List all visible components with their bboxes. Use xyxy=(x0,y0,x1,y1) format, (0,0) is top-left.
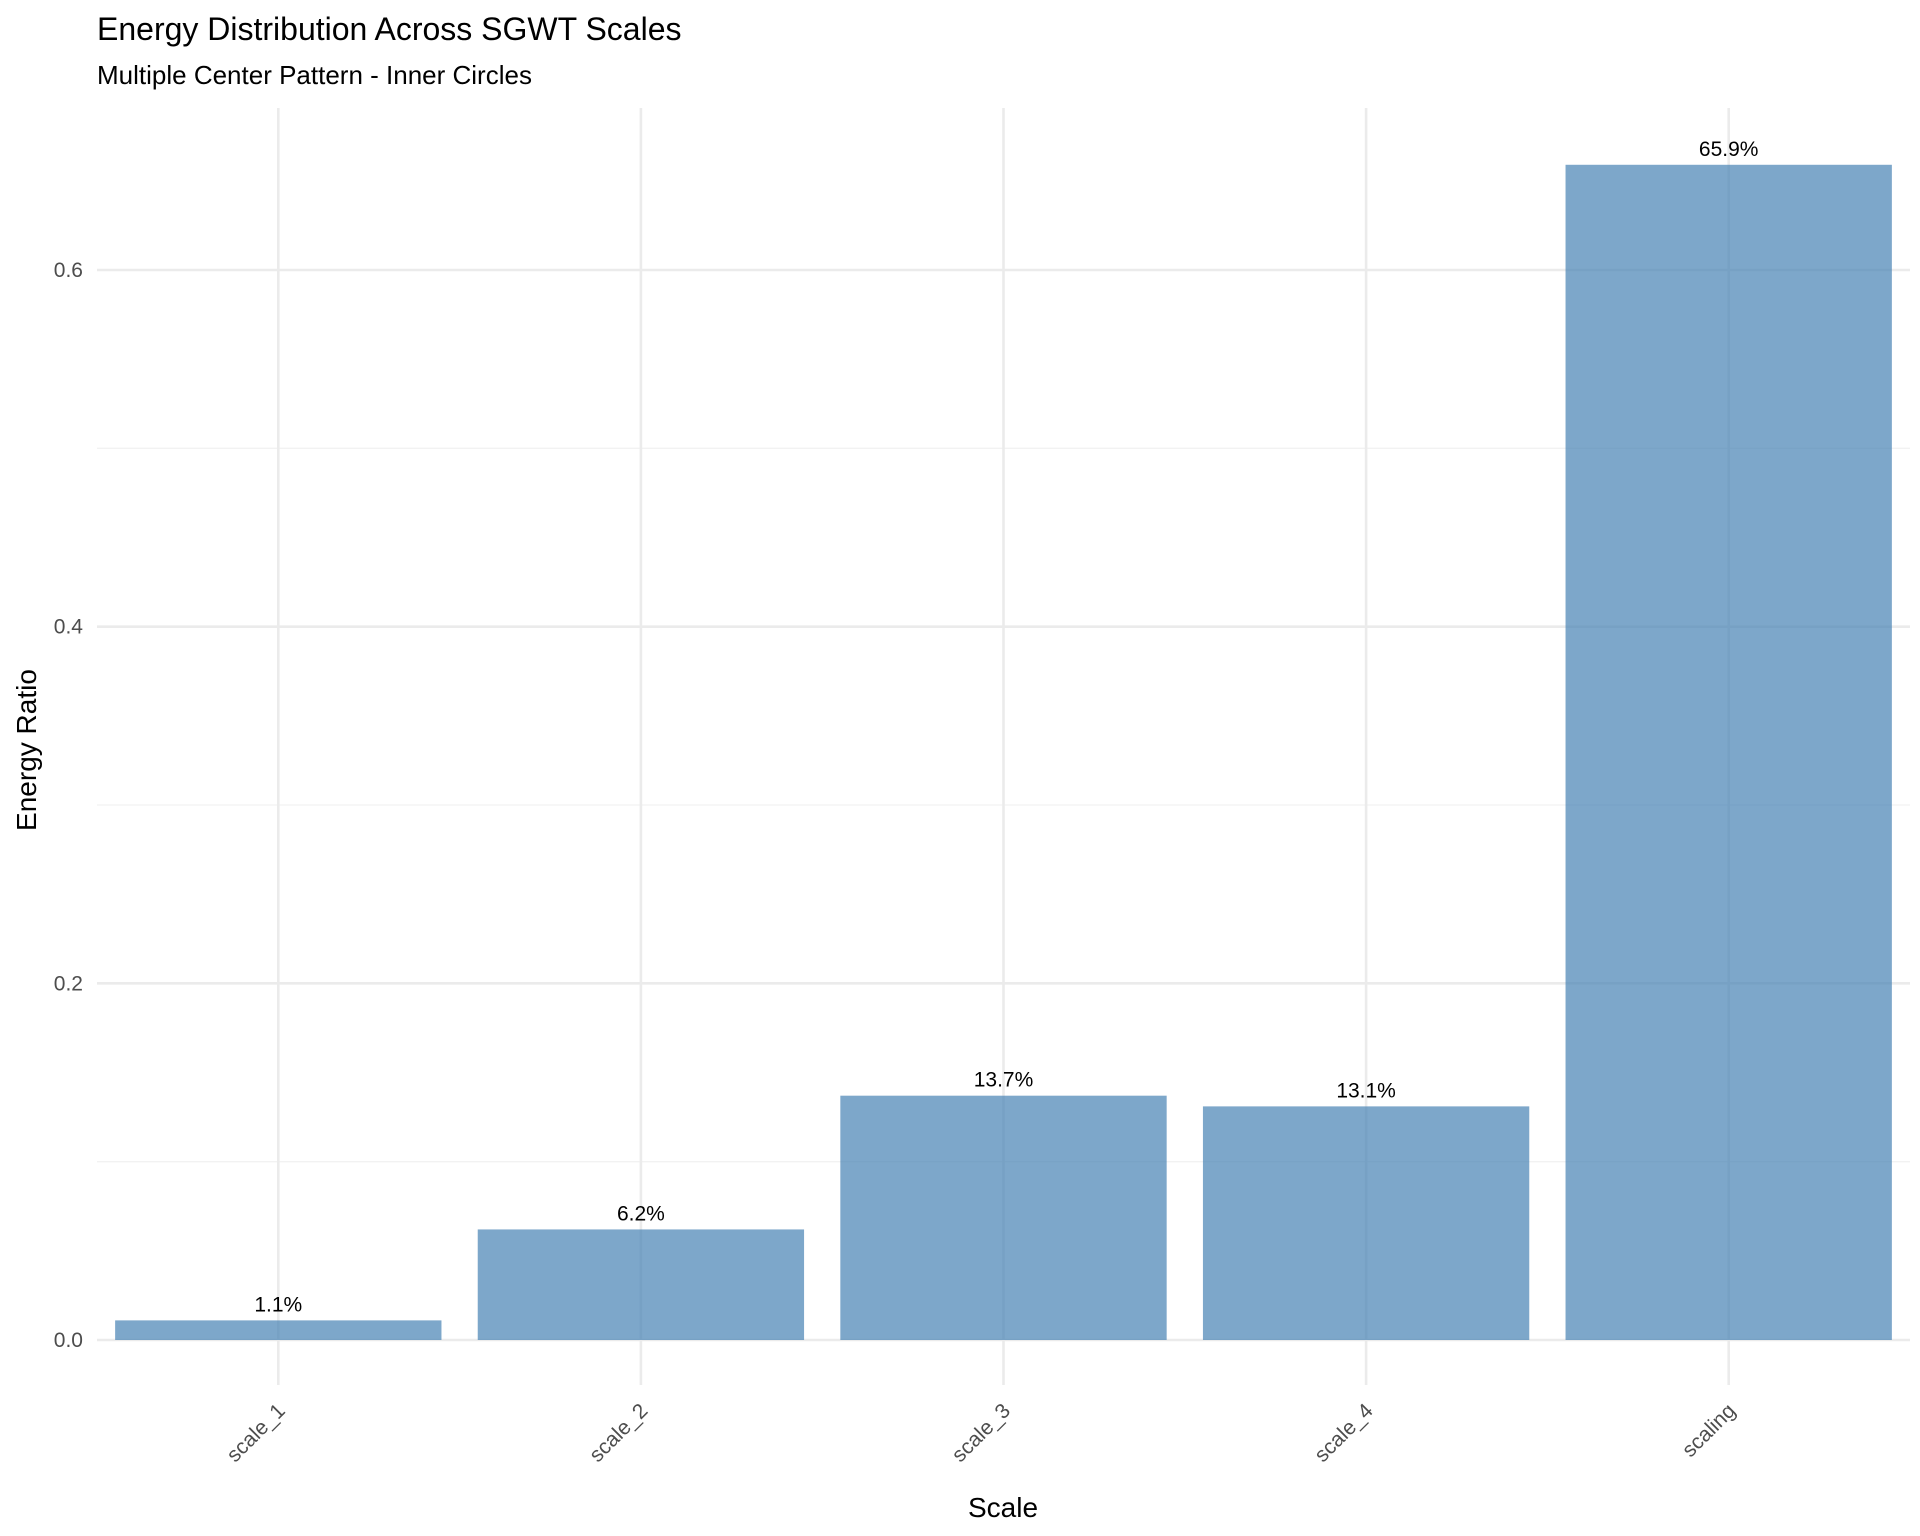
x-axis-title: Scale xyxy=(968,1492,1038,1523)
x-tick-label-scaling: scaling xyxy=(1678,1399,1740,1461)
data-label-scale_3: 13.7% xyxy=(974,1069,1034,1092)
x-tick-label-scale_2: scale_2 xyxy=(585,1399,652,1466)
data-labels: 1.1% 6.2% 13.7% 13.1% 65.9% xyxy=(254,138,1758,1317)
x-tick-label-scale_4: scale_4 xyxy=(1310,1399,1378,1467)
data-label-scaling: 65.9% xyxy=(1699,138,1759,161)
y-tick-label: 0.4 xyxy=(54,616,84,639)
bar-scale_3 xyxy=(840,1095,1167,1340)
y-tick-label: 0.2 xyxy=(54,972,83,995)
x-tick-label-scale_1: scale_1 xyxy=(222,1399,289,1466)
y-axis-ticks: 0.0 0.2 0.4 0.6 xyxy=(54,259,84,1352)
bar-scale_4 xyxy=(1202,1106,1530,1340)
chart-subtitle: Multiple Center Pattern - Inner Circles xyxy=(97,60,532,90)
bar-scale_1 xyxy=(115,1320,442,1340)
chart-title: Energy Distribution Across SGWT Scales xyxy=(97,11,682,47)
x-axis-ticks: scale_1 scale_2 scale_3 scale_4 scaling xyxy=(222,1399,1740,1467)
bars xyxy=(115,164,1892,1341)
x-tick-label-scale_3: scale_3 xyxy=(948,1399,1015,1466)
y-tick-label: 0.6 xyxy=(54,259,83,282)
data-label-scale_1: 1.1% xyxy=(254,1293,302,1316)
data-label-scale_4: 13.1% xyxy=(1336,1079,1396,1102)
y-tick-label: 0.0 xyxy=(54,1329,83,1352)
data-label-scale_2: 6.2% xyxy=(617,1202,665,1225)
bar-scaling xyxy=(1565,164,1892,1341)
bar-scale_2 xyxy=(477,1229,805,1340)
y-axis-title: Energy Ratio xyxy=(11,669,42,831)
